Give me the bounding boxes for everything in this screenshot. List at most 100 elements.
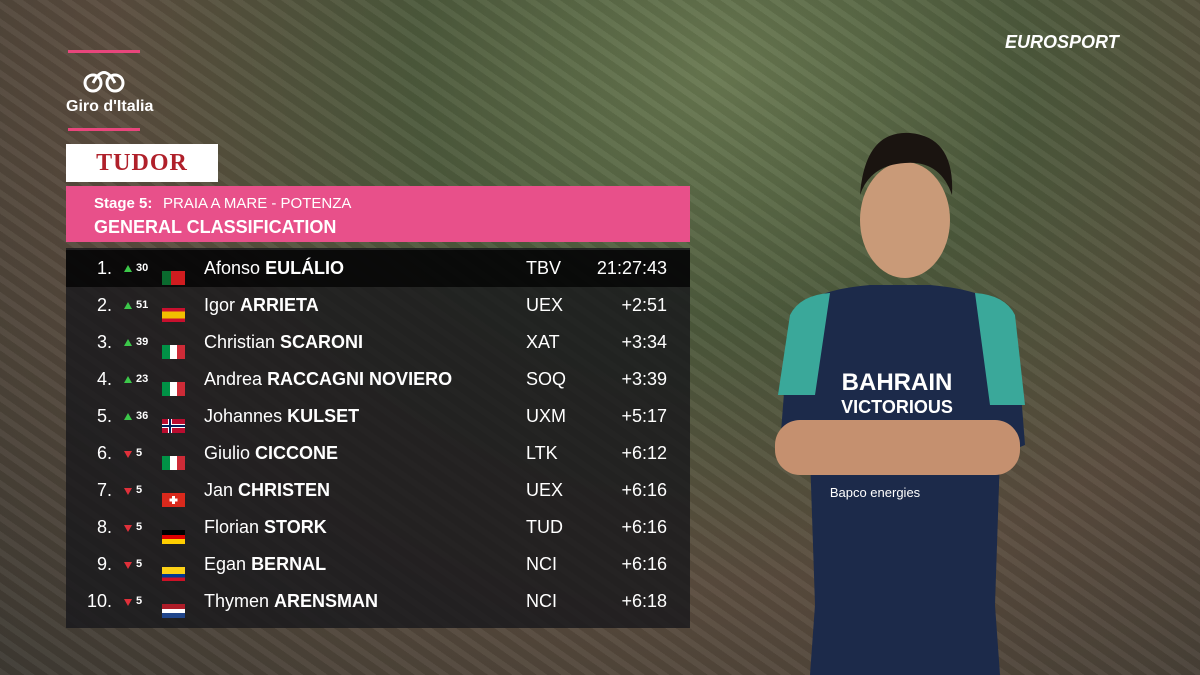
table-row: 6. 5 Giulio CICCONE LTK +6:12 — [66, 435, 690, 472]
table-row: 8. 5 Florian STORK TUD +6:16 — [66, 509, 690, 546]
rider-name: Egan BERNAL — [204, 546, 326, 583]
arrow-down — [124, 562, 132, 569]
last-name: BERNAL — [251, 554, 327, 574]
flag-icon — [162, 271, 185, 285]
time: +3:39 — [621, 369, 667, 389]
time: +6:18 — [621, 591, 667, 611]
table-row: 3. 39 Christian SCARONI XAT +3:34 — [66, 324, 690, 361]
sponsor-logo: TUDOR — [66, 144, 218, 182]
rider-name: Afonso EULÁLIO — [204, 250, 344, 287]
header-title: GENERAL CLASSIFICATION — [94, 217, 337, 237]
first-name: Afonso — [204, 258, 261, 278]
rider-figure: BAHRAIN VICTORIOUS Bapco energies — [775, 132, 1025, 675]
team: SOQ — [526, 369, 567, 389]
flag-icon — [162, 419, 185, 433]
flag — [162, 335, 185, 359]
flag-icon — [162, 456, 185, 470]
flag — [162, 594, 185, 618]
first-name: Andrea — [204, 369, 263, 389]
jersey-text: VICTORIOUS — [841, 397, 953, 417]
flag — [162, 557, 185, 581]
position-change: 5 — [136, 558, 143, 570]
team: UEX — [526, 295, 564, 315]
arrow-down — [124, 488, 132, 495]
team: UEX — [526, 480, 564, 500]
team: XAT — [526, 332, 560, 352]
arrow-up — [124, 302, 132, 309]
flag-icon — [162, 604, 185, 618]
stage-route: PRAIA A MARE - POTENZA — [163, 195, 352, 212]
rider-name: Igor ARRIETA — [204, 287, 319, 324]
table-row: 4. 23 Andrea RACCAGNI NOVIERO SOQ +3:39 — [66, 361, 690, 398]
flag — [162, 483, 185, 507]
first-name: Jan — [204, 480, 234, 500]
first-name: Igor — [204, 295, 236, 315]
arrow-up — [124, 265, 132, 272]
rank: 8. — [96, 517, 112, 537]
table-row: 5. 36 Johannes KULSET UXM +5:17 — [66, 398, 690, 435]
table-row: 7. 5 Jan CHRISTEN UEX +6:16 — [66, 472, 690, 509]
first-name: Christian — [204, 332, 276, 352]
rank: 4. — [96, 369, 112, 389]
logo-bar — [68, 50, 140, 53]
team: TBV — [526, 258, 562, 278]
rider-name: Andrea RACCAGNI NOVIERO — [204, 361, 452, 398]
arrow-up — [124, 376, 132, 383]
rider-name: Thymen ARENSMAN — [204, 583, 378, 620]
last-name: KULSET — [287, 406, 360, 426]
time: +6:16 — [621, 517, 667, 537]
flag — [162, 520, 185, 544]
flag-icon — [162, 345, 185, 359]
first-name: Egan — [204, 554, 247, 574]
table-row: 10. 5 Thymen ARENSMAN NCI +6:18 — [66, 583, 690, 620]
time: +6:12 — [621, 443, 667, 463]
rider-name: Florian STORK — [204, 509, 327, 546]
flag — [162, 298, 185, 322]
time: +2:51 — [621, 295, 667, 315]
broadcaster-logo: EUROSPORT — [1005, 32, 1119, 52]
first-name: Giulio — [204, 443, 251, 463]
team: UXM — [526, 406, 566, 426]
arrow-down — [124, 599, 132, 606]
position-change: 5 — [136, 521, 143, 533]
flag — [162, 372, 185, 396]
time: +5:17 — [621, 406, 667, 426]
rank: 2. — [96, 295, 112, 315]
time: 21:27:43 — [596, 258, 667, 278]
arrow-up — [124, 339, 132, 346]
last-name: ARENSMAN — [274, 591, 379, 611]
rank: 10. — [86, 591, 112, 611]
team: NCI — [526, 591, 557, 611]
arrow-down — [124, 451, 132, 458]
first-name: Florian — [204, 517, 260, 537]
team: LTK — [526, 443, 558, 463]
flag-icon — [162, 308, 185, 322]
rank: 5. — [96, 406, 112, 426]
table-row: 2. 51 Igor ARRIETA UEX +2:51 — [66, 287, 690, 324]
team: TUD — [526, 517, 563, 537]
rider-name: Christian SCARONI — [204, 324, 363, 361]
position-change: 36 — [136, 410, 149, 422]
rider-name: Johannes KULSET — [204, 398, 359, 435]
time: +6:16 — [621, 554, 667, 574]
last-name: ARRIETA — [240, 295, 319, 315]
last-name: SCARONI — [280, 332, 364, 352]
position-change: 5 — [136, 447, 143, 459]
giro-icon — [83, 71, 125, 93]
table-row: 1. 30 Afonso EULÁLIO TBV 21:27:43 — [66, 250, 690, 287]
flag-icon — [162, 567, 185, 581]
rider-name: Jan CHRISTEN — [204, 472, 330, 509]
last-name: RACCAGNI NOVIERO — [267, 369, 453, 389]
position-change: 30 — [136, 262, 149, 274]
flag-icon — [162, 530, 185, 544]
position-change: 5 — [136, 484, 143, 496]
flag — [162, 261, 185, 285]
last-name: STORK — [264, 517, 327, 537]
position-change: 5 — [136, 595, 143, 607]
logo-bar — [68, 128, 140, 131]
arrow-down — [124, 525, 132, 532]
last-name: CICCONE — [255, 443, 339, 463]
stage-label: Stage 5: — [94, 195, 153, 212]
rank: 1. — [96, 258, 112, 278]
